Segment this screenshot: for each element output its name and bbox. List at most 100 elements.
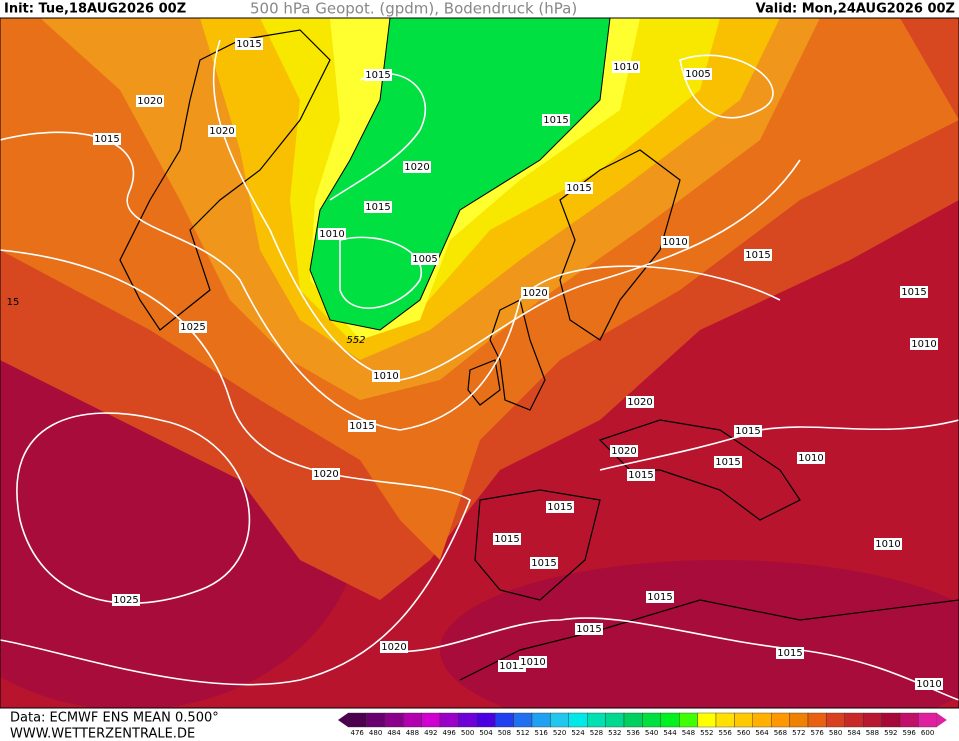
scale-label: 548 — [682, 729, 695, 737]
isobar-label: 1010 — [916, 679, 941, 690]
scale-cell — [495, 712, 514, 728]
isobar-label: 1010 — [798, 453, 823, 464]
scale-cell — [458, 712, 477, 728]
scale-cell — [439, 712, 459, 728]
scale-cell — [807, 712, 827, 728]
map-area: 1015 1015 1020 1020 1015 1020 1015 1010 1005 1015… — [0, 17, 959, 709]
scale-label: 556 — [719, 729, 733, 737]
scale-cell — [660, 712, 680, 728]
isobar-label: 1025 — [180, 322, 205, 333]
isobar-label-box — [797, 452, 825, 464]
isobar-label-box — [627, 469, 655, 481]
isobar-label: 1015 — [777, 648, 802, 659]
isobar-label: 1010 — [373, 371, 398, 382]
scale-label: 504 — [479, 729, 493, 737]
isobar-label-box — [744, 249, 772, 261]
color-scale: 476 480 484 488 492 496 500 504 508 512 516 520 524 5… — [338, 712, 947, 737]
isobar-label: 1015 — [365, 70, 390, 81]
isobar-label: 1015 — [901, 287, 926, 298]
isobar-label: 1010 — [875, 539, 900, 550]
isobar-label-box — [900, 286, 928, 298]
isobar-label-box — [546, 501, 574, 513]
isobar-label: 1015 — [547, 502, 572, 513]
isobar-label: 1015 — [715, 457, 740, 468]
scale-cell — [752, 712, 772, 728]
scale-cell — [826, 712, 846, 728]
scale-cell — [587, 712, 606, 728]
scale-label: 520 — [553, 729, 566, 737]
scale-label: 568 — [774, 729, 787, 737]
isobar-label-box — [734, 425, 762, 437]
scale-cell — [899, 712, 919, 728]
isobar-label: 15 — [7, 297, 20, 308]
scale-label: 512 — [516, 729, 529, 737]
isobar-label-box — [312, 468, 340, 480]
scale-cell — [476, 712, 496, 728]
isobar-label-box — [521, 287, 549, 299]
isobar-label-box — [112, 594, 140, 606]
isobar-label-box — [493, 533, 521, 545]
isobar-label: 1015 — [494, 534, 519, 545]
scale-cell — [771, 712, 790, 728]
scale-cell — [531, 712, 551, 728]
isobar-label: 1010 — [911, 339, 936, 350]
valid-time: Valid: Mon,24AUG2026 00Z — [756, 2, 955, 17]
isobar-label-box — [179, 321, 207, 333]
isobar-label: 1005 — [412, 254, 437, 265]
website: WWW.WETTERZENTRALE.DE — [10, 727, 195, 741]
isobar-label: 1020 — [404, 162, 429, 173]
isobar-label: 1015 — [531, 558, 556, 569]
scale-label: 552 — [700, 729, 713, 737]
isobar-label: 1015 — [365, 202, 390, 213]
scale-label: 564 — [755, 729, 769, 737]
scale-label: 476 — [351, 729, 365, 737]
scale-cell — [642, 712, 662, 728]
scale-label: 488 — [406, 729, 419, 737]
scale-label: 540 — [645, 729, 658, 737]
scale-cell — [347, 712, 367, 728]
isobar-label: 1015 — [349, 421, 374, 432]
scale-label: 492 — [424, 729, 437, 737]
isobar-label-box — [626, 396, 654, 408]
isobar-label-box — [235, 38, 263, 50]
scale-cell — [550, 712, 570, 728]
isobar-label-box — [411, 253, 439, 265]
isobar-label: 1015 — [628, 470, 653, 481]
isobar-label: 1015 — [499, 661, 524, 672]
scale-cell — [844, 712, 864, 728]
scale-cell — [403, 712, 422, 728]
isobar-label-box — [364, 69, 392, 81]
isobar-label: 1010 — [613, 62, 638, 73]
scale-cell — [789, 712, 809, 728]
isobar-label: 552 — [346, 335, 365, 346]
scale-cell — [421, 712, 441, 728]
scale-label: 576 — [811, 729, 825, 737]
isobar-label-box — [519, 656, 547, 668]
isobar-label: 1015 — [94, 134, 119, 145]
isobar-label-box — [364, 201, 392, 213]
isobar-label: 1020 — [209, 126, 234, 137]
scale-label: 600 — [921, 729, 934, 737]
isobar-label-box — [530, 557, 558, 569]
scale-label: 560 — [737, 729, 750, 737]
scale-cell — [513, 712, 533, 728]
isobar-label: 1015 — [576, 624, 601, 635]
scale-label: 596 — [903, 729, 917, 737]
scale-cell — [623, 712, 643, 728]
isobar-label: 1020 — [313, 469, 338, 480]
isobar-label-box — [93, 133, 121, 145]
isobar-label-box — [684, 68, 712, 80]
isobar-label: 1015 — [735, 426, 760, 437]
scale-label: 528 — [590, 729, 603, 737]
scale-cell — [679, 712, 698, 728]
isobar-label-box — [565, 182, 593, 194]
isobar-label: 1020 — [381, 642, 406, 653]
isobar-label-box — [661, 236, 689, 248]
isobar-label-box — [575, 623, 603, 635]
isobar-label-box — [646, 591, 674, 603]
isobar-label-box — [136, 95, 164, 107]
scale-arrow-right — [936, 713, 947, 727]
isobar-label: 1020 — [611, 446, 636, 457]
isobar-label-box — [915, 678, 943, 690]
isobar-label: 1020 — [137, 96, 162, 107]
